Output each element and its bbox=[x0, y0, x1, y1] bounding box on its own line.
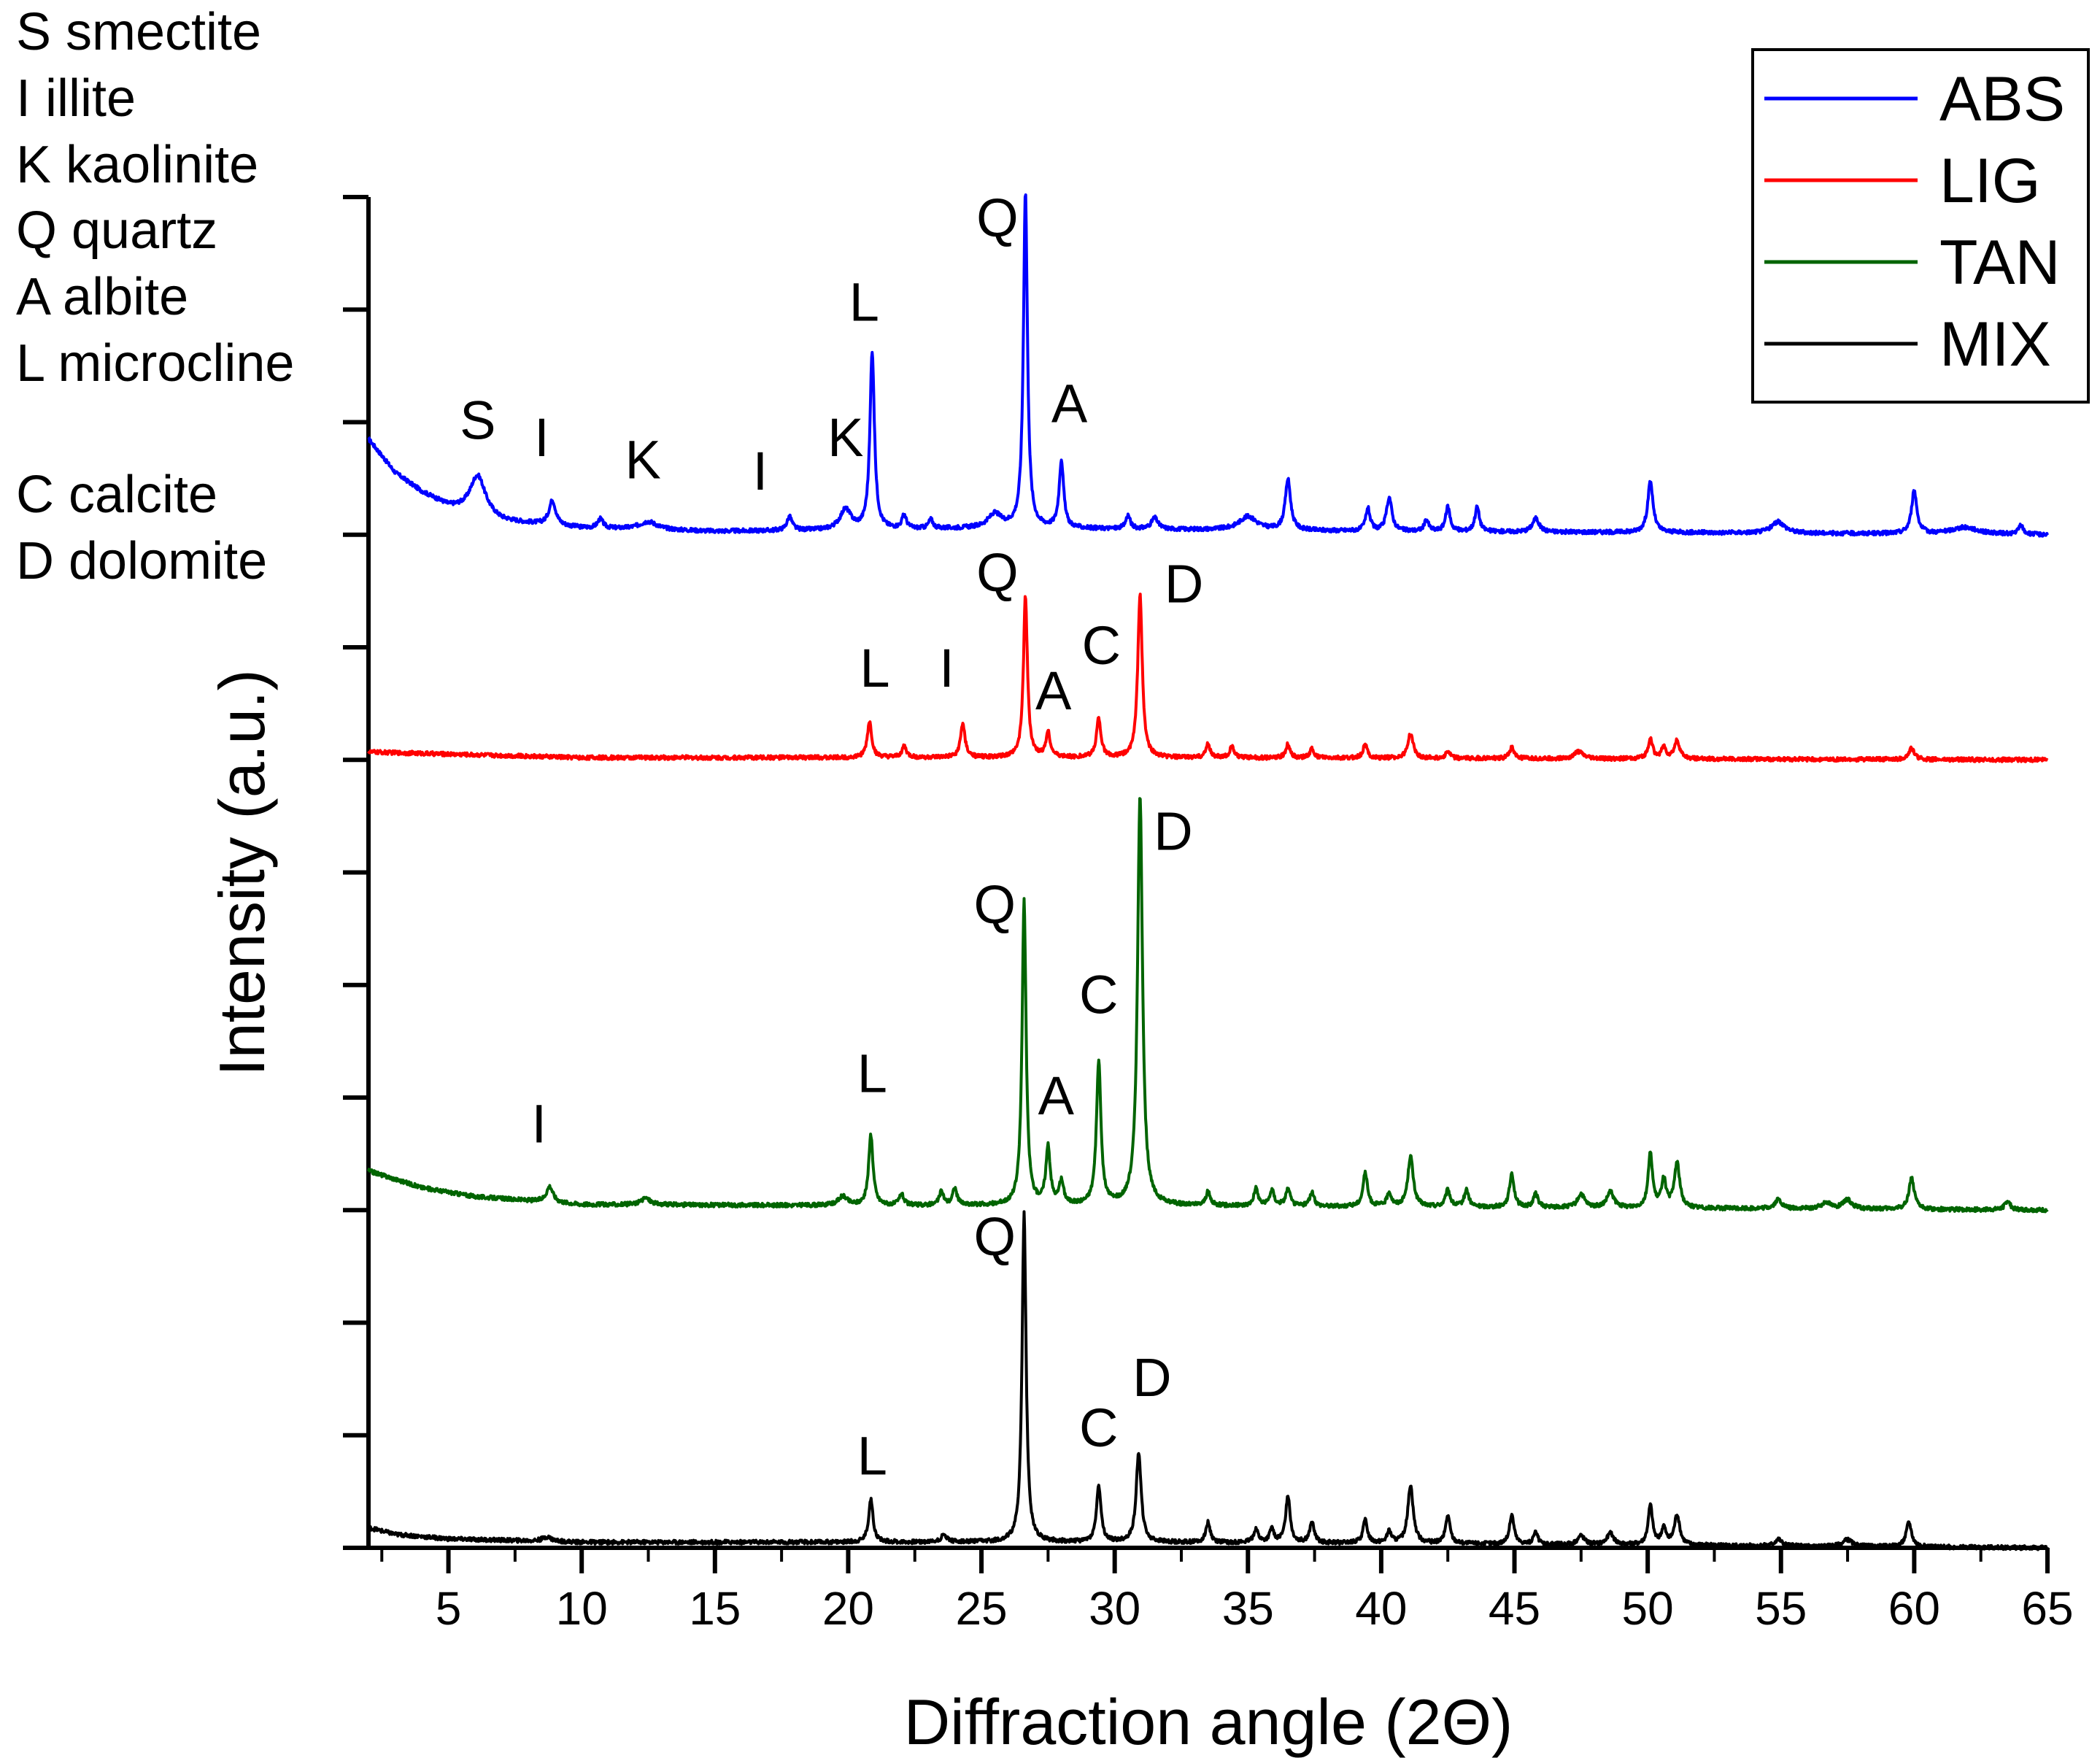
axes: 5 10 15 20 25 30 35 40 45 50 55 60 65 bbox=[343, 195, 2074, 1635]
x-tick-label: 40 bbox=[1355, 1582, 1407, 1635]
peak-label: I bbox=[753, 441, 768, 501]
peak-label: A bbox=[1035, 660, 1072, 721]
peak-label: D bbox=[1132, 1347, 1171, 1408]
x-tick-label: 15 bbox=[689, 1582, 741, 1635]
x-tick-label: 55 bbox=[1755, 1582, 1807, 1635]
legend-label: LIG bbox=[1939, 146, 2041, 216]
series-line-mix bbox=[367, 1210, 2049, 1551]
peak-label: S bbox=[460, 390, 495, 451]
peak-label: D bbox=[1154, 801, 1192, 862]
peak-label: I bbox=[531, 1094, 547, 1154]
peak-label: Q bbox=[976, 188, 1019, 248]
key-entry: D dolomite bbox=[16, 532, 267, 590]
x-tick-label: 30 bbox=[1089, 1582, 1140, 1635]
x-tick-label: 35 bbox=[1222, 1582, 1274, 1635]
peak-label: L bbox=[860, 638, 889, 698]
x-tick-label: 5 bbox=[436, 1582, 462, 1635]
peak-label: Q bbox=[974, 1206, 1016, 1267]
key-entry: Q quartz bbox=[16, 201, 217, 260]
legend: ABS LIG TAN MIX bbox=[1751, 48, 2090, 404]
peak-label: Q bbox=[974, 874, 1016, 935]
key-entry: C calcite bbox=[16, 466, 217, 524]
series-line-tan bbox=[367, 797, 2049, 1214]
legend-label: ABS bbox=[1939, 64, 2065, 134]
x-tick-label: 65 bbox=[2021, 1582, 2073, 1635]
x-tick-label: 25 bbox=[955, 1582, 1007, 1635]
series-line-lig bbox=[367, 593, 2049, 763]
peak-label: K bbox=[625, 430, 661, 490]
key-entry: K kaolinite bbox=[16, 136, 258, 194]
peak-label: C bbox=[1079, 964, 1118, 1025]
peak-label: K bbox=[827, 407, 863, 468]
legend-label: MIX bbox=[1939, 309, 2051, 379]
key-entry: A albite bbox=[16, 268, 188, 326]
legend-label: TAN bbox=[1939, 228, 2061, 298]
y-axis-title: Intensity (a.u.) bbox=[206, 669, 278, 1076]
x-tick-label: 45 bbox=[1489, 1582, 1540, 1635]
peak-label: A bbox=[1038, 1065, 1075, 1126]
mineral-key: S smectite I illite K kaolinite Q quartz… bbox=[16, 3, 294, 590]
peak-label: Q bbox=[976, 542, 1019, 603]
x-tick-label: 20 bbox=[822, 1582, 874, 1635]
peak-label: I bbox=[534, 407, 549, 468]
x-tick-label: 60 bbox=[1888, 1582, 1940, 1635]
peak-label: L bbox=[857, 1426, 887, 1487]
peak-label: D bbox=[1165, 553, 1203, 614]
series-line-abs bbox=[367, 193, 2049, 538]
x-axis-title: Diffraction angle (2Θ) bbox=[904, 1686, 1513, 1758]
peak-label: A bbox=[1051, 374, 1088, 434]
key-entry: L microcline bbox=[16, 334, 294, 393]
peak-label: I bbox=[939, 638, 954, 698]
x-tick-label: 10 bbox=[556, 1582, 608, 1635]
peak-label: L bbox=[849, 272, 879, 333]
key-entry: I illite bbox=[16, 69, 136, 128]
series-layer bbox=[367, 193, 2049, 1551]
peak-label: C bbox=[1082, 615, 1121, 676]
key-entry: S smectite bbox=[16, 3, 261, 61]
x-tick-label: 50 bbox=[1622, 1582, 1674, 1635]
peak-label: L bbox=[857, 1043, 887, 1103]
peak-label: C bbox=[1079, 1397, 1118, 1458]
